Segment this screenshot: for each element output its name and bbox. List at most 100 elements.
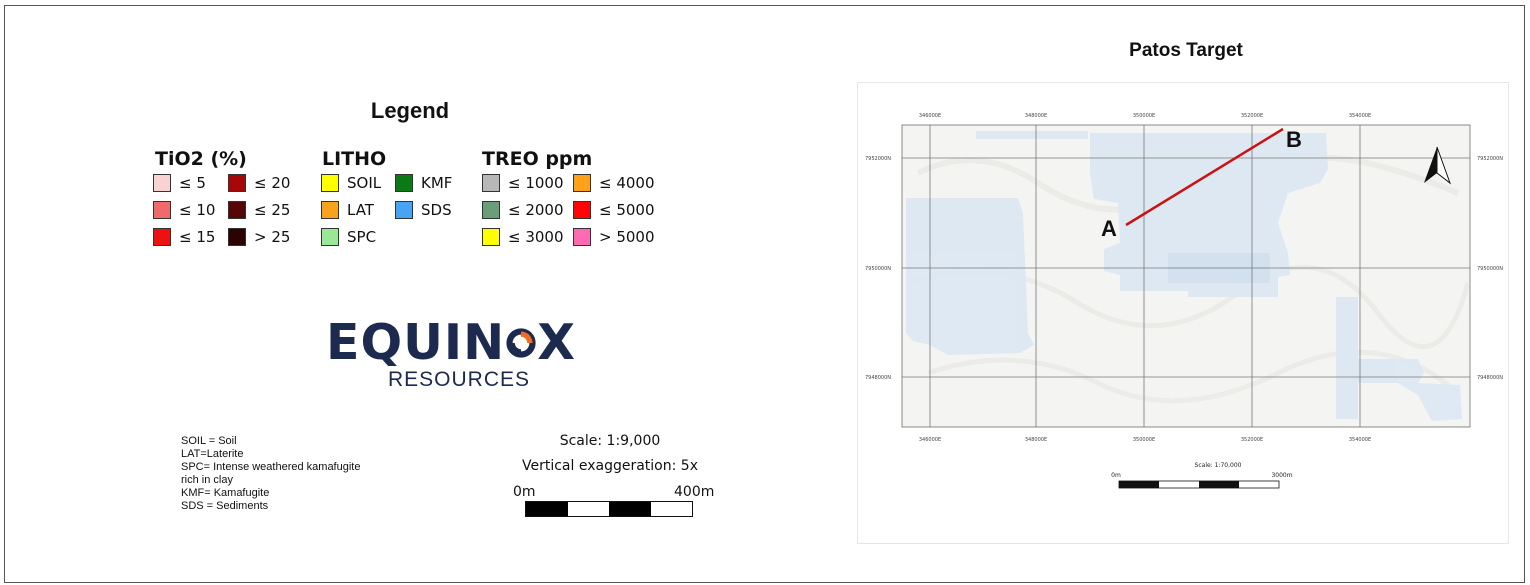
legend-item-tio2-le25: ≤ 25 <box>228 200 290 220</box>
legend-title: Legend <box>370 98 450 123</box>
legend-label: ≤ 2000 <box>508 201 564 219</box>
legend-label: ≤ 3000 <box>508 228 564 246</box>
section-vertical-exaggeration: Vertical exaggeration: 5x <box>522 458 698 474</box>
legend-swatch <box>228 228 246 246</box>
section-scale-start: 0m <box>513 484 536 500</box>
legend-item-litho-lat: LAT <box>321 200 374 220</box>
legend-swatch <box>153 201 171 219</box>
legend-item-litho-sds: SDS <box>395 200 452 220</box>
legend-swatch <box>153 228 171 246</box>
coord-top-3: 350000E <box>1133 113 1155 119</box>
coord-top-2: 348000E <box>1025 113 1047 119</box>
legend-swatch <box>228 174 246 192</box>
logo-o-icon <box>506 328 536 358</box>
section-scale: Scale: 1:9,000 Vertical exaggeration: 5x… <box>500 433 720 523</box>
north-arrow-icon <box>1424 146 1452 185</box>
legend-label: LAT <box>347 201 374 219</box>
legend-label: > 25 <box>254 228 291 246</box>
legend-item-litho-spc: SPC <box>321 227 376 247</box>
abbr-line: rich in clay <box>181 474 233 486</box>
treo-heading: TREO ppm <box>482 148 593 170</box>
legend-item-tio2-le15: ≤ 15 <box>153 227 215 247</box>
tenement-areas <box>906 131 1462 421</box>
legend-swatch <box>321 201 339 219</box>
legend-swatch <box>228 201 246 219</box>
coord-right-1: 7952000N <box>1477 156 1503 162</box>
legend-label: SDS <box>421 201 452 219</box>
legend-swatch <box>573 201 591 219</box>
legend-swatch <box>321 228 339 246</box>
legend-label: SPC <box>347 228 377 246</box>
legend-item-treo-le5000: ≤ 5000 <box>573 200 655 220</box>
legend-item-tio2-gt25: > 25 <box>228 227 290 247</box>
coord-left-2: 7950000N <box>865 266 891 272</box>
coord-bottom-2: 348000E <box>1025 437 1047 443</box>
litho-heading: LITHO <box>322 148 387 170</box>
coord-right-3: 7948000N <box>1477 375 1503 381</box>
legend-swatch <box>573 174 591 192</box>
point-b-label: B <box>1286 127 1302 152</box>
legend-swatch <box>482 174 500 192</box>
section-line-a-b <box>1125 127 1284 227</box>
coord-top-5: 354000E <box>1349 113 1371 119</box>
legend-label: ≤ 5 <box>179 174 206 192</box>
legend-label: ≤ 4000 <box>599 174 655 192</box>
section-scale-bar <box>525 501 693 517</box>
legend-label: ≤ 5000 <box>599 201 655 219</box>
legend-item-tio2-le10: ≤ 10 <box>153 200 215 220</box>
logo-word-left: EQUIN <box>326 314 506 371</box>
legend-item-treo-gt5000: > 5000 <box>573 227 655 247</box>
coord-left-1: 7952000N <box>865 156 891 162</box>
grid-lines <box>902 125 1470 427</box>
legend-label: ≤ 25 <box>254 201 291 219</box>
legend-label: ≤ 20 <box>254 174 291 192</box>
legend-label: KMF <box>421 174 453 192</box>
legend-item-treo-le3000: ≤ 3000 <box>482 227 564 247</box>
legend-item-treo-le4000: ≤ 4000 <box>573 173 655 193</box>
abbr-line: SOIL = Soil <box>181 435 237 447</box>
legend-label: ≤ 15 <box>179 228 216 246</box>
map-scale-ratio: Scale: 1:70,000 <box>1195 462 1242 469</box>
abbr-line: SDS = Sediments <box>181 500 269 512</box>
map-title: Patos Target <box>1129 40 1243 61</box>
point-a-label: A <box>1101 216 1117 241</box>
legend-swatch <box>395 174 413 192</box>
legend-item-tio2-le5: ≤ 5 <box>153 173 206 193</box>
legend-swatch <box>482 201 500 219</box>
map-panel: 346000E 348000E 350000E 352000E 354000E … <box>857 82 1509 544</box>
section-scale-ratio: Scale: 1:9,000 <box>559 433 661 449</box>
tio2-heading: TiO2 (%) <box>155 148 247 170</box>
map-canvas: 346000E 348000E 350000E 352000E 354000E … <box>865 113 1503 489</box>
map-scale-start: 0m <box>1111 472 1121 479</box>
legend-item-tio2-le20: ≤ 20 <box>228 173 290 193</box>
coord-bottom-1: 346000E <box>919 437 941 443</box>
coord-right-2: 7950000N <box>1477 266 1503 272</box>
legend-label: ≤ 10 <box>179 201 216 219</box>
legend-label: SOIL <box>347 174 382 192</box>
legend-label: > 5000 <box>599 228 655 246</box>
legend-swatch <box>321 174 339 192</box>
logo-word-right: X <box>537 314 576 371</box>
abbr-line: SPC= Intense weathered kamafugite <box>181 461 361 473</box>
legend-item-litho-soil: SOIL <box>321 173 381 193</box>
coord-bottom-3: 350000E <box>1133 437 1155 443</box>
map-scale-end: 3000m <box>1271 472 1292 479</box>
legend-swatch <box>395 201 413 219</box>
abbr-line: KMF= Kamafugite <box>181 487 270 499</box>
logo-wordmark: EQUIN X <box>326 318 576 368</box>
abbr-line: LAT=Laterite <box>181 448 244 460</box>
legend-swatch <box>153 174 171 192</box>
abbreviation-notes: SOIL = Soil LAT=Laterite SPC= Intense we… <box>181 435 401 513</box>
coord-bottom-5: 354000E <box>1349 437 1371 443</box>
coord-top-4: 352000E <box>1241 113 1263 119</box>
coord-bottom-4: 352000E <box>1241 437 1263 443</box>
legend-swatch <box>482 228 500 246</box>
legend-item-treo-le1000: ≤ 1000 <box>482 173 564 193</box>
section-scale-end: 400m <box>674 484 715 500</box>
coord-left-3: 7948000N <box>865 375 891 381</box>
legend-label: ≤ 1000 <box>508 174 564 192</box>
logo-subtitle: RESOURCES <box>387 368 531 391</box>
equinox-logo: EQUIN X RESOURCES <box>326 318 576 392</box>
legend-item-treo-le2000: ≤ 2000 <box>482 200 564 220</box>
page-frame <box>4 5 1525 583</box>
